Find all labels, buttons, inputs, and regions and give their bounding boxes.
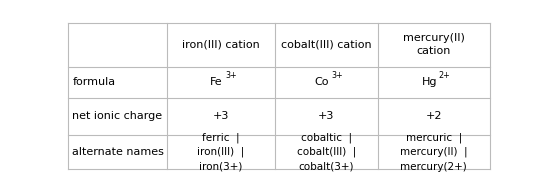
Text: alternate names: alternate names [72,147,164,157]
Text: cobalt(III) cation: cobalt(III) cation [281,40,372,50]
Text: ferric  |
iron(III)  |
iron(3+): ferric | iron(III) | iron(3+) [197,132,244,172]
Text: +2: +2 [425,111,442,121]
Text: iron(III) cation: iron(III) cation [182,40,259,50]
Text: formula: formula [72,77,115,87]
Text: 2+: 2+ [438,71,450,80]
Text: cobaltic  |
cobalt(III)  |
cobalt(3+): cobaltic | cobalt(III) | cobalt(3+) [296,132,356,172]
Text: net ionic charge: net ionic charge [72,111,162,121]
Text: +3: +3 [213,111,229,121]
Text: +3: +3 [318,111,335,121]
Text: 3+: 3+ [331,71,343,80]
Text: Co: Co [315,77,329,87]
Text: Hg: Hg [422,77,437,87]
Text: Fe: Fe [211,77,223,87]
Text: mercuric  |
mercury(II)  |
mercury(2+): mercuric | mercury(II) | mercury(2+) [400,132,467,172]
Text: mercury(II)
cation: mercury(II) cation [403,33,465,56]
Text: 3+: 3+ [226,71,237,80]
